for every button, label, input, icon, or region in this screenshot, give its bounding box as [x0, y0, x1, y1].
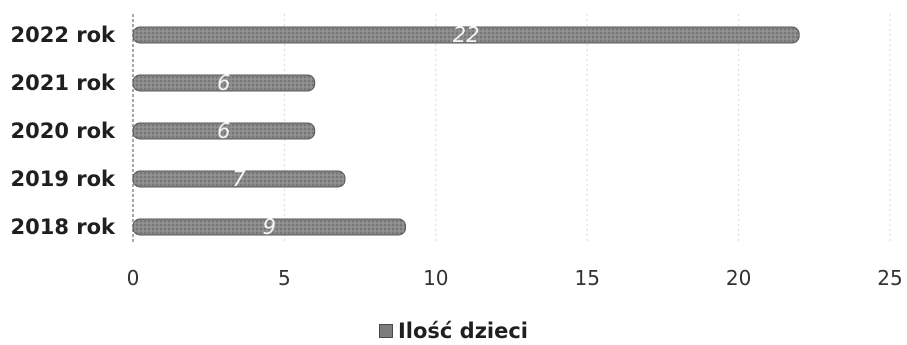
- x-tick-label: 15: [574, 266, 599, 290]
- x-tick-label: 5: [278, 266, 291, 290]
- bar: [132, 74, 316, 92]
- category-label: 2019 rok: [10, 167, 116, 191]
- bar: [132, 218, 407, 236]
- legend-label: Ilość dzieci: [397, 319, 529, 343]
- data-label: 6: [217, 119, 230, 143]
- bar: [132, 122, 316, 140]
- bar: [132, 170, 346, 188]
- x-tick-label: 10: [423, 266, 448, 290]
- legend-swatch: [378, 324, 393, 338]
- bar: [132, 26, 800, 44]
- category-label: 2020 rok: [10, 119, 116, 143]
- data-label: 6: [217, 71, 230, 95]
- category-label: 2021 rok: [10, 71, 116, 95]
- x-tick-label: 25: [877, 266, 902, 290]
- x-tick-label: 20: [726, 266, 751, 290]
- data-label: 9: [263, 215, 276, 239]
- category-label: 2018 rok: [10, 215, 116, 239]
- data-label: 22: [453, 23, 480, 47]
- category-label: 2022 rok: [10, 23, 116, 47]
- legend: Ilość dzieci: [0, 318, 907, 343]
- data-label: 7: [232, 167, 246, 191]
- x-tick-label: 0: [127, 266, 140, 290]
